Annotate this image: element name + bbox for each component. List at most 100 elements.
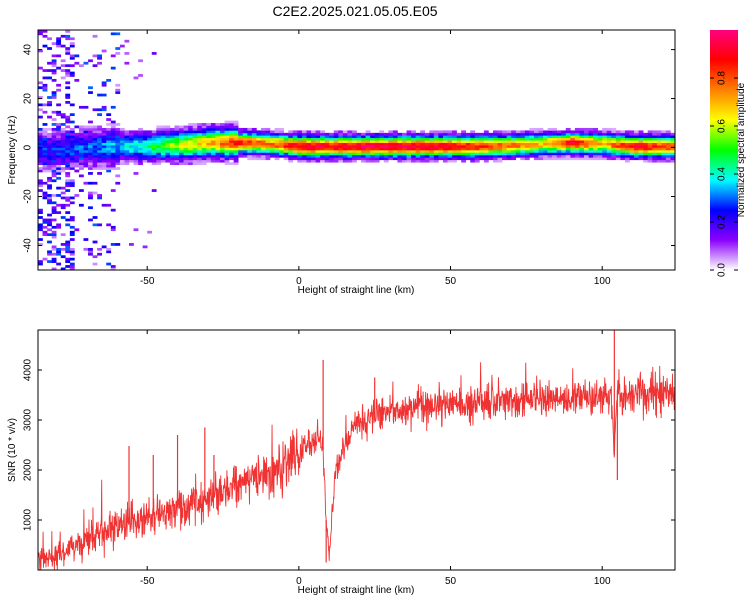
spectrogram-cell xyxy=(429,142,435,146)
spectrogram-cell xyxy=(206,135,212,139)
spectrogram-cell xyxy=(579,147,585,151)
spectrogram-cell xyxy=(210,145,216,148)
spectrogram-cell xyxy=(110,164,116,168)
spectrogram-cell xyxy=(83,142,89,146)
spectrogram-cell xyxy=(292,152,298,156)
spectrogram-cell xyxy=(97,93,102,97)
spectrogram-cell xyxy=(147,230,153,234)
spectrogram-cell xyxy=(65,132,71,136)
spectrogram-cell xyxy=(92,127,98,131)
spectrogram-cell xyxy=(188,154,193,158)
spectrogram-cell xyxy=(338,142,344,146)
spectrogram-cell xyxy=(615,142,621,146)
spectrogram-cell xyxy=(215,145,221,148)
spectrogram-cell xyxy=(301,154,307,158)
spectrogram-cell xyxy=(215,130,221,134)
spectrogram-cell xyxy=(615,132,621,136)
spectrogram-cell xyxy=(452,130,457,134)
spectrogram-cell xyxy=(247,137,253,141)
spectrogram-cell xyxy=(38,66,43,70)
spectrogram-cell xyxy=(106,113,112,117)
spectrogram-cell xyxy=(329,157,335,161)
spectrogram-cell xyxy=(165,125,171,129)
spectrogram-cell xyxy=(324,145,330,148)
spectrogram-cell xyxy=(69,154,75,158)
spectrogram-cell xyxy=(124,130,130,134)
spectrogram-cell xyxy=(565,150,571,153)
spectrogram-cell xyxy=(447,145,453,148)
spectrogram-cell xyxy=(115,174,121,178)
spectrogram-cell xyxy=(470,159,476,163)
spectrogram-cell xyxy=(201,132,207,136)
spectrogram-cell xyxy=(606,145,612,148)
spectrogram-cell xyxy=(233,154,239,158)
spectrogram-cell xyxy=(634,154,639,158)
spectrogram-cell xyxy=(442,147,448,151)
spectrogram-cell xyxy=(456,137,462,141)
spectrogram-cell xyxy=(206,123,212,126)
spectrogram-cell xyxy=(652,130,658,134)
spectrogram-cell xyxy=(470,147,476,151)
spectrogram-cell xyxy=(42,167,48,170)
spectrogram-cell xyxy=(383,145,389,148)
spectrogram-cell xyxy=(574,147,580,151)
spectrogram-cell xyxy=(233,132,239,136)
spectrogram-cell xyxy=(561,145,567,148)
spectrogram-cell xyxy=(56,247,62,251)
spectrogram-cell xyxy=(597,135,603,139)
spectrogram-cell xyxy=(169,140,175,143)
spectrogram-cell xyxy=(224,142,230,146)
spectrogram-cell xyxy=(151,132,157,136)
spectrogram-cell xyxy=(279,145,284,148)
spectrogram-cell xyxy=(115,142,121,146)
spectrogram-cell xyxy=(224,162,230,165)
spectrogram-cell xyxy=(251,132,257,136)
spectrogram-cell xyxy=(69,184,75,188)
spectrogram-cell xyxy=(406,157,412,161)
spectrogram-cell xyxy=(392,150,398,153)
spectrogram-cell xyxy=(169,142,175,146)
spectrogram-cell xyxy=(643,147,648,151)
spectrogram-cell xyxy=(588,157,594,161)
spectrogram-cell xyxy=(169,157,175,161)
spectrogram-cell xyxy=(56,211,62,214)
spectrogram-cell xyxy=(543,137,548,141)
spectrogram-cell xyxy=(124,157,130,161)
spectrogram-cell xyxy=(647,130,653,134)
spectrogram-cell xyxy=(233,135,239,139)
spectrogram-cell xyxy=(388,147,394,151)
spectrogram-cell xyxy=(165,159,171,163)
spectrogram-cell xyxy=(206,147,212,151)
spectrogram-cell xyxy=(629,145,635,148)
spectrogram-cell xyxy=(306,135,312,139)
spectrogram-cell xyxy=(92,152,98,156)
spectrogram-cell xyxy=(260,142,266,146)
spectrogram-cell xyxy=(311,147,316,151)
spectrogram-cell xyxy=(638,147,644,151)
spectrogram-cell xyxy=(210,157,216,161)
spectrogram-cell xyxy=(260,132,266,136)
spectrogram-cell xyxy=(515,137,521,141)
spectrogram-cell xyxy=(51,130,57,134)
spectrogram-cell xyxy=(92,164,98,168)
spectrogram-cell xyxy=(47,167,52,170)
spectrogram-cell xyxy=(65,145,71,148)
spectrogram-cell xyxy=(247,135,253,139)
spectrogram-cell xyxy=(301,157,307,161)
spectrogram-cell xyxy=(106,247,112,251)
spectrogram-cell xyxy=(624,142,630,146)
spectrogram-cell xyxy=(288,157,294,161)
spectrogram-cell xyxy=(488,150,494,153)
spectrogram-cell xyxy=(197,123,203,126)
spectrogram-cell xyxy=(611,142,617,146)
spectrogram-cell xyxy=(638,154,644,158)
spectrogram-cell xyxy=(438,150,444,153)
spectrogram-cell xyxy=(106,127,112,131)
spectrogram-cell xyxy=(547,157,553,161)
spectrogram-cell xyxy=(238,154,244,158)
spectrogram-cell xyxy=(183,135,189,139)
spectrogram-cell xyxy=(42,127,48,131)
spectrogram-cell xyxy=(647,142,653,146)
spectrogram-cell xyxy=(620,152,626,156)
spectrogram-cell xyxy=(379,135,385,139)
